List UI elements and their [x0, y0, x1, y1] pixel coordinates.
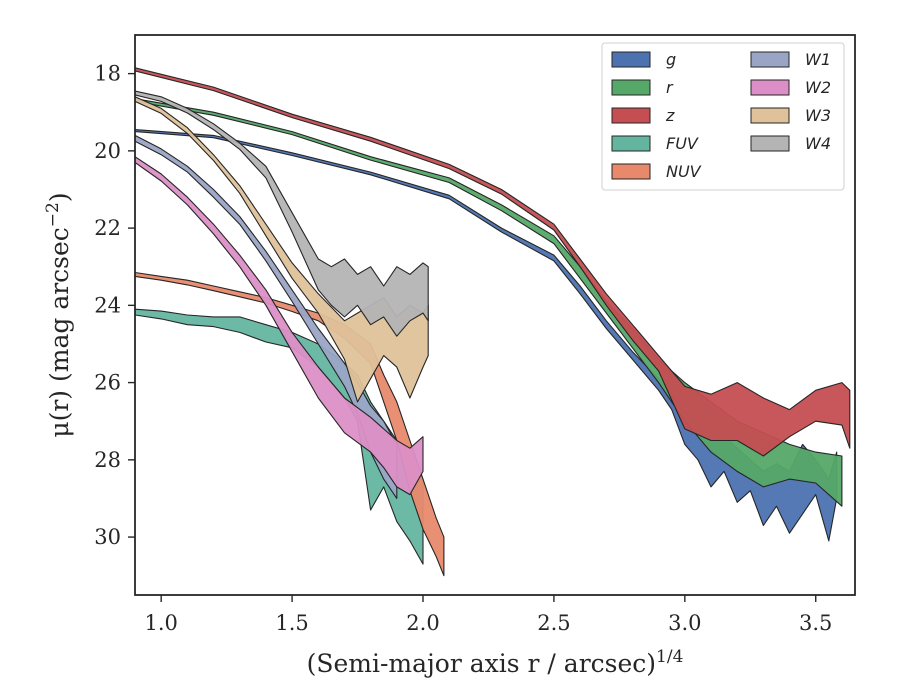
band-areas — [135, 67, 851, 577]
legend-label-w1: W1 — [805, 50, 831, 69]
x-tick-label: 1.5 — [275, 611, 308, 635]
legend-swatch-nuv — [611, 163, 651, 180]
legend-label-w3: W3 — [805, 106, 831, 125]
legend-label-fuv: FUV — [666, 134, 699, 153]
legend-swatch-w3 — [750, 107, 790, 124]
legend-label-g: g — [666, 50, 676, 69]
x-axis-title: (Semi-major axis r / arcsec)1/4 — [307, 647, 684, 678]
band-w2 — [135, 156, 424, 496]
legend-swatch-z — [611, 107, 651, 124]
band-r — [135, 98, 843, 507]
band-w3 — [135, 96, 429, 403]
x-tick-label: 3.5 — [799, 611, 832, 635]
y-axis-ticks: 18 20 22 24 26 28 30 — [94, 62, 135, 549]
legend-swatch-w2 — [750, 79, 790, 96]
y-axis-title-superscript: −2 — [43, 202, 63, 227]
legend-label-w2: W2 — [805, 78, 831, 97]
x-axis-ticks: 1.0 1.5 2.0 2.5 3.0 3.5 — [144, 595, 832, 635]
legend-swatch-fuv — [611, 135, 651, 152]
y-axis-title: μ(r) (mag arcsec−2) — [43, 192, 74, 437]
legend-swatch-r — [611, 79, 651, 96]
legend-swatch-g — [611, 51, 651, 68]
y-tick-label: 30 — [94, 525, 121, 549]
x-tick-label: 1.0 — [144, 611, 177, 635]
legend-label-w4: W4 — [805, 134, 831, 153]
y-tick-label: 22 — [94, 216, 121, 240]
legend-label-z: z — [665, 106, 675, 125]
y-tick-label: 20 — [94, 139, 121, 163]
legend-label-nuv: NUV — [666, 162, 702, 181]
y-tick-label: 26 — [94, 371, 121, 395]
x-axis-title-superscript: 1/4 — [656, 647, 683, 667]
band-z — [135, 67, 851, 457]
y-tick-label: 24 — [94, 293, 121, 317]
y-tick-label: 18 — [94, 62, 121, 86]
x-tick-label: 3.0 — [668, 611, 701, 635]
x-tick-label: 2.5 — [537, 611, 570, 635]
legend: grz FUV NUV W1 W2 W3 W4 — [601, 42, 845, 191]
y-tick-label: 28 — [94, 448, 121, 472]
legend-swatch-w1 — [750, 51, 790, 68]
band-w4 — [135, 90, 429, 337]
legend-label-r: r — [666, 78, 674, 97]
legend-swatch-w4 — [750, 135, 790, 152]
plot-frame — [134, 34, 856, 596]
x-tick-label: 2.0 — [406, 611, 439, 635]
band-w1 — [135, 134, 398, 499]
